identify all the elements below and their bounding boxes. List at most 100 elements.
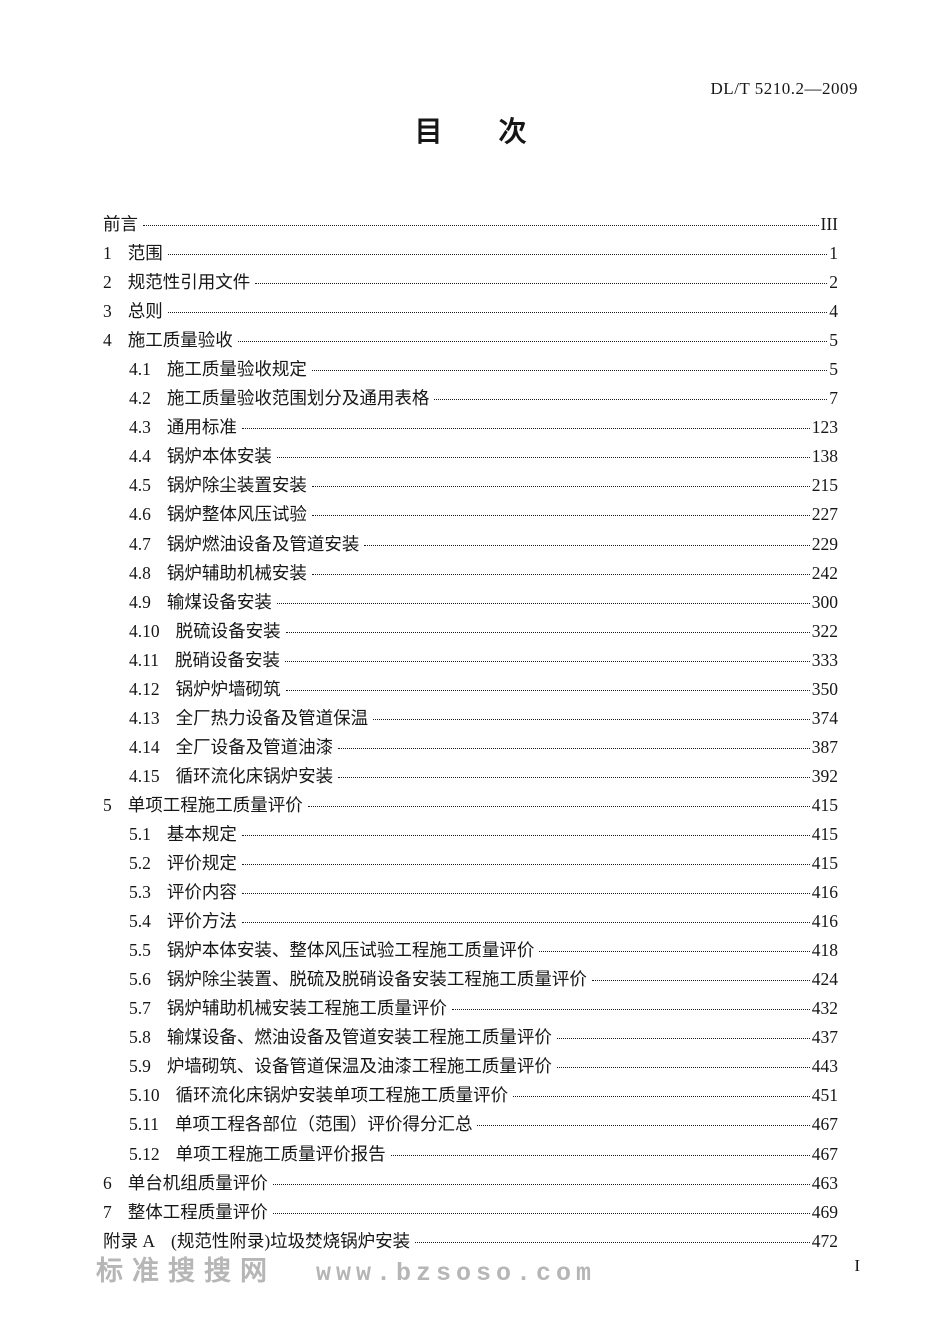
- toc-entry-label: 通用标准: [166, 417, 237, 438]
- toc-entry-number: 5.5: [129, 940, 151, 961]
- toc-leader-dots: [477, 1125, 810, 1127]
- toc-entry-label: 施工质量验收: [127, 330, 233, 351]
- toc-entry: 4.1 施工质量验收规定 5: [103, 356, 838, 385]
- toc-entry-page: 2: [829, 272, 838, 293]
- toc-leader-dots: [513, 1096, 810, 1098]
- toc-entry-page: 387: [811, 736, 838, 757]
- toc-entry-label: (规范性附录)垃圾焚烧锅炉安装: [171, 1230, 411, 1251]
- toc-entry-page: 415: [811, 794, 838, 815]
- toc-entry-label: 循环流化床锅炉安装单项工程施工质量评价: [175, 1085, 509, 1106]
- toc-entry: 6 单台机组质量评价 463: [103, 1170, 838, 1199]
- toc-entry-label: 锅炉除尘装置安装: [166, 475, 307, 496]
- toc-leader-dots: [241, 428, 810, 430]
- toc-entry-page: 443: [811, 1056, 838, 1077]
- toc-entry: 7 整体工程质量评价 469: [103, 1199, 838, 1228]
- toc-entry: 5.1 基本规定 415: [103, 821, 838, 850]
- toc-entry: 4.15 循环流化床锅炉安装 392: [103, 763, 838, 792]
- toc-leader-dots: [167, 312, 828, 314]
- toc-entry-label: 单台机组质量评价: [127, 1172, 268, 1193]
- toc-entry-number: 4.7: [129, 533, 151, 554]
- toc-entry: 4.6 锅炉整体风压试验 227: [103, 501, 838, 530]
- toc-entry: 5.11 单项工程各部位（范围）评价得分汇总 467: [103, 1111, 838, 1140]
- toc-entry-number: 5.12: [129, 1143, 160, 1164]
- toc-entry-page: 123: [811, 417, 838, 438]
- toc-entry: 4.2 施工质量验收范围划分及通用表格 7: [103, 385, 838, 414]
- toc-entry: 4.12 锅炉炉墙砌筑 350: [103, 676, 838, 705]
- toc-leader-dots: [311, 486, 810, 488]
- toc-entry-number: 3: [103, 301, 112, 322]
- toc-entry-page: 1: [829, 243, 838, 264]
- toc-entry-page: 416: [811, 911, 838, 932]
- toc-entry-label: 炉墙砌筑、设备管道保温及油漆工程施工质量评价: [166, 1056, 552, 1077]
- toc-entry-label: 输煤设备、燃油设备及管道安装工程施工质量评价: [166, 1027, 552, 1048]
- toc-leader-dots: [415, 1241, 810, 1243]
- toc-entry-number: 4.15: [129, 765, 160, 786]
- toc-leader-dots: [539, 951, 810, 953]
- toc-entry-label: 锅炉本体安装: [166, 446, 272, 467]
- toc-entry: 5.6 锅炉除尘装置、脱硫及脱硝设备安装工程施工质量评价 424: [103, 966, 838, 995]
- toc-entry-label: 施工质量验收范围划分及通用表格: [166, 388, 430, 409]
- toc-entry-label: 单项工程施工质量评价报告: [175, 1143, 386, 1164]
- toc-entry-page: 374: [811, 707, 838, 728]
- toc-entry-number: 4.13: [129, 707, 160, 728]
- toc-entry-page: 300: [811, 591, 838, 612]
- toc-entry: 2 规范性引用文件 2: [103, 269, 838, 298]
- toc-entry-page: 4: [829, 301, 838, 322]
- toc-entry-page: 7: [829, 388, 838, 409]
- toc-entry: 4.3 通用标准 123: [103, 414, 838, 443]
- toc-entry-page: 472: [811, 1230, 838, 1251]
- toc-entry: 4.9 输煤设备安装 300: [103, 589, 838, 618]
- toc-entry-number: 4.10: [129, 620, 160, 641]
- toc-leader-dots: [276, 457, 810, 459]
- toc-leader-dots: [272, 1183, 810, 1185]
- toc-leader-dots: [451, 1009, 810, 1011]
- toc-entry-number: 5.4: [129, 911, 151, 932]
- toc-leader-dots: [241, 834, 810, 836]
- toc-entry-label: 锅炉燃油设备及管道安装: [166, 533, 360, 554]
- toc-entry-number: 1: [103, 243, 112, 264]
- toc-entry-page: 467: [811, 1143, 838, 1164]
- toc-entry: 4.11 脱硝设备安装 333: [103, 647, 838, 676]
- toc-entry: 5 单项工程施工质量评价 415: [103, 792, 838, 821]
- toc-entry-number: 5.10: [129, 1085, 160, 1106]
- toc-entry: 5.12 单项工程施工质量评价报告 467: [103, 1141, 838, 1170]
- toc-entry-page: 322: [811, 620, 838, 641]
- toc-entry-page: 5: [829, 359, 838, 380]
- toc-leader-dots: [241, 893, 810, 895]
- toc-entry-page: 424: [811, 969, 838, 990]
- toc-entry-number: 4.3: [129, 417, 151, 438]
- toc-leader-dots: [241, 864, 810, 866]
- toc-entry-page: 437: [811, 1027, 838, 1048]
- toc-entry-number: 5.3: [129, 882, 151, 903]
- toc-entry-number: 4.2: [129, 388, 151, 409]
- standard-number: DL/T 5210.2—2009: [710, 79, 858, 98]
- toc-entry-page: 432: [811, 998, 838, 1019]
- toc-entry-number: 4.5: [129, 475, 151, 496]
- toc-entry-page: 463: [811, 1172, 838, 1193]
- toc-entry-label: 规范性引用文件: [127, 272, 251, 293]
- toc-entry-number: 5.8: [129, 1027, 151, 1048]
- toc-entry-number: 5.11: [129, 1114, 159, 1135]
- toc-leader-dots: [285, 631, 810, 633]
- toc-entry-label: 循环流化床锅炉安装: [175, 765, 334, 786]
- toc-entry: 4.14 全厂设备及管道油漆 387: [103, 734, 838, 763]
- toc-leader-dots: [311, 370, 828, 372]
- toc-leader-dots: [237, 341, 828, 343]
- toc-entry-number: 4.12: [129, 678, 160, 699]
- toc-leader-dots: [311, 515, 810, 517]
- page-title: 目 次: [414, 116, 527, 147]
- toc-entry-page: 229: [811, 533, 838, 554]
- toc-entry-page: 350: [811, 678, 838, 699]
- toc-entry: 5.10 循环流化床锅炉安装单项工程施工质量评价 451: [103, 1082, 838, 1111]
- toc-entry-label: 单项工程各部位（范围）评价得分汇总: [174, 1114, 473, 1135]
- toc-leader-dots: [143, 225, 819, 226]
- toc-entry: 附录 A (规范性附录)垃圾焚烧锅炉安装 472: [103, 1228, 838, 1257]
- toc-entry-page: III: [820, 214, 838, 234]
- toc-entry-page: 138: [811, 446, 838, 467]
- toc-leader-dots: [241, 922, 810, 924]
- toc-leader-dots: [167, 254, 828, 256]
- watermark-site-url: www.bzsoso.com: [316, 1259, 597, 1288]
- toc-entry-page: 416: [811, 882, 838, 903]
- toc-leader-dots: [255, 283, 828, 285]
